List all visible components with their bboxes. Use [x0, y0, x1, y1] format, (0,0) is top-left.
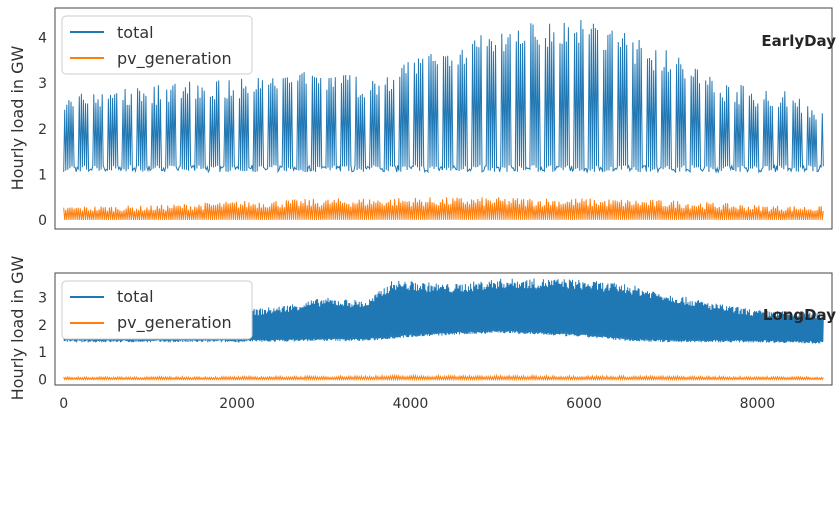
- series-pv-generation-path: [63, 197, 824, 220]
- plot-area-frame: [54, 7, 833, 230]
- series-total-path: [63, 19, 824, 174]
- y-axis-label: Hourly load in GW: [8, 45, 27, 190]
- y-tick-labels: 0 1 2 3 4: [38, 31, 47, 229]
- y-tick-label: 0: [38, 213, 47, 229]
- legend-box: [61, 15, 253, 75]
- y-tick-label: 0: [38, 373, 47, 389]
- y-tick-label: 3: [38, 76, 47, 92]
- x-tick-label: 2000: [219, 396, 255, 412]
- chart-panel-earlyday: 0 1 2 3 4 Hourly load in GW EarlyDay total p…: [8, 7, 836, 230]
- x-tick-label: 4000: [393, 396, 429, 412]
- legend-label-pv-generation: pv_generation: [117, 313, 232, 333]
- legend-label-pv-generation: pv_generation: [117, 49, 232, 69]
- legend: total pv_generation: [61, 15, 253, 75]
- panel-annotation-longday: LongDay: [763, 306, 836, 324]
- series-total-line: [63, 19, 824, 174]
- x-tick-label: 6000: [566, 396, 602, 412]
- y-tick-labels: 0 1 2 3: [38, 291, 47, 389]
- y-tick-label: 1: [38, 345, 47, 361]
- x-tick-labels: 0 2000 4000 6000 8000: [59, 396, 775, 412]
- x-tick-label: 0: [59, 396, 68, 412]
- panel-annotation-earlyday: EarlyDay: [761, 32, 836, 50]
- y-tick-label: 4: [38, 31, 47, 47]
- chart-panel-longday: 0 1 2 3 0 2000 4000 6000 8000 Hourly load in GW…: [8, 255, 836, 412]
- y-axis-label: Hourly load in GW: [8, 255, 27, 400]
- x-tick-label: 8000: [740, 396, 776, 412]
- series-pv-generation-line: [63, 197, 824, 220]
- series-pv-generation-line: [63, 373, 824, 382]
- legend: total pv_generation: [61, 280, 253, 340]
- y-tick-label: 3: [38, 291, 47, 307]
- legend-label-total: total: [117, 23, 154, 42]
- series-pv-generation-path: [63, 373, 824, 382]
- y-tick-label: 1: [38, 167, 47, 183]
- legend-box: [61, 280, 253, 340]
- plot-area-frame: [54, 272, 833, 386]
- legend-label-total: total: [117, 287, 154, 306]
- y-tick-label: 2: [38, 122, 47, 138]
- y-tick-label: 2: [38, 318, 47, 334]
